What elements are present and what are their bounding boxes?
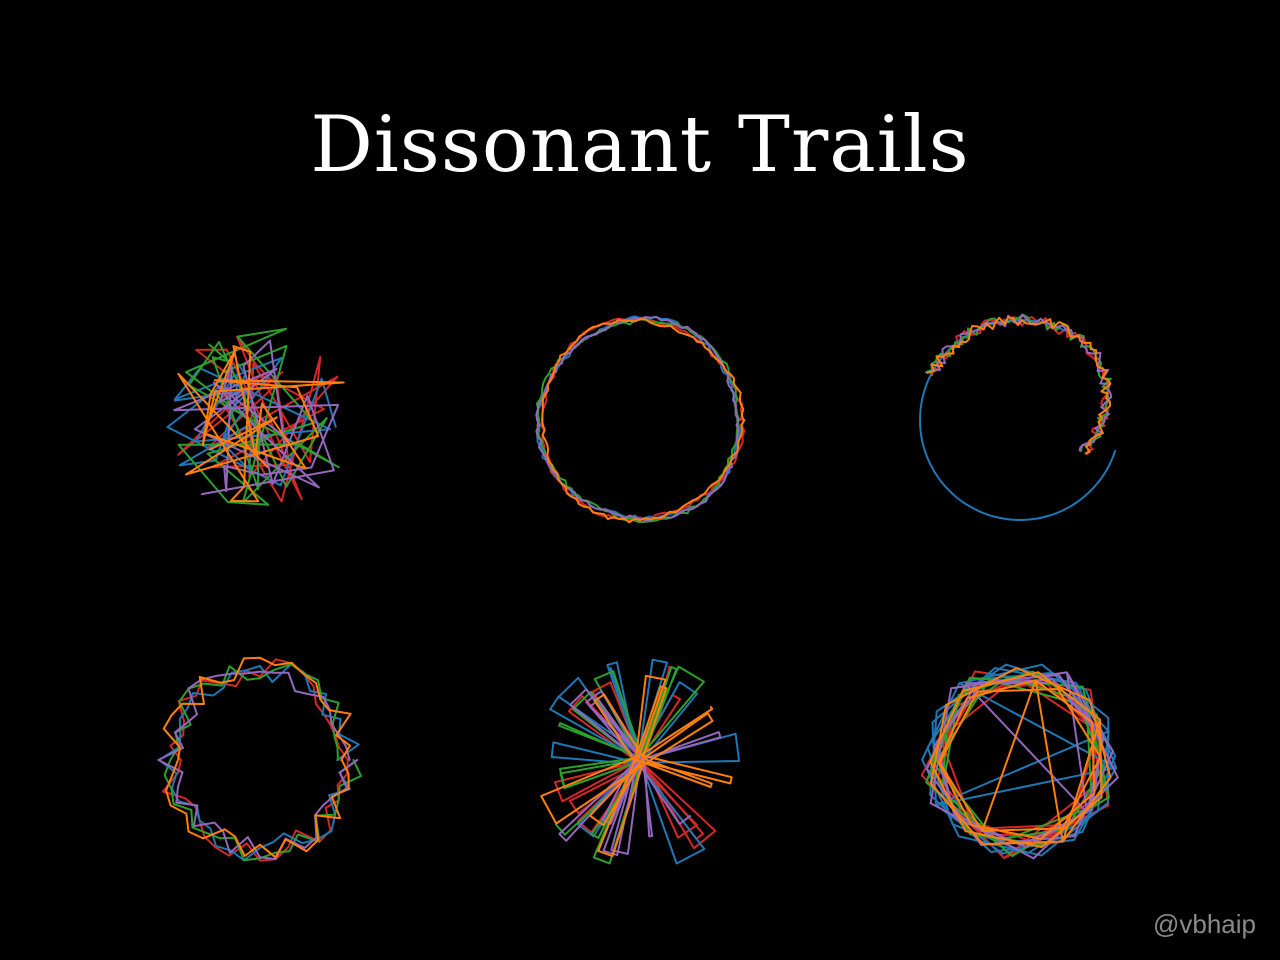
trail-path [929, 667, 1112, 848]
trail-path [166, 356, 337, 487]
trail-path [926, 671, 1119, 860]
trail-path [163, 663, 362, 862]
trail-canvas [157, 656, 362, 862]
trail-path [162, 656, 352, 859]
trail-path [540, 674, 733, 858]
page-title: Dissonant Trails [310, 100, 970, 190]
trail-path [173, 339, 340, 496]
trail-path [926, 313, 1113, 452]
trail-canvas [540, 658, 741, 865]
trail-path [925, 313, 1112, 453]
trail-canvas [166, 327, 345, 506]
panel-partial-arc [900, 300, 1140, 540]
panel-radial-burst [520, 640, 760, 880]
trail-path [919, 319, 1117, 521]
panel-chaotic-scribble [140, 300, 380, 540]
trail-path [926, 316, 1112, 455]
trail-path [535, 315, 740, 521]
panel-tight-ring [520, 300, 760, 540]
trail-path [177, 345, 345, 503]
panel-jagged-ring [140, 640, 380, 880]
trail-canvas [919, 313, 1117, 521]
trail-canvas [920, 663, 1119, 860]
trail-path [535, 318, 741, 524]
trail-canvas [535, 315, 746, 524]
trail-path [157, 670, 359, 861]
trail-path [541, 318, 746, 524]
author-watermark: @vbhaip [1152, 909, 1256, 939]
panel-polygon-rosette [900, 640, 1140, 880]
